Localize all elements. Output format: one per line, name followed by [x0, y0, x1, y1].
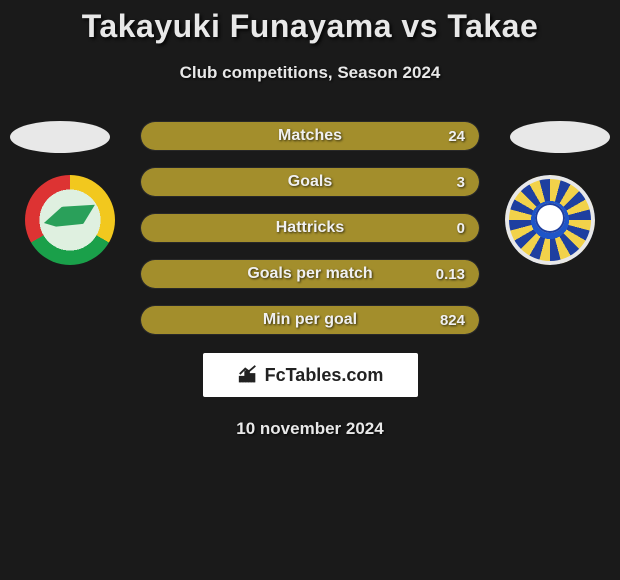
brand-badge: FcTables.com: [203, 353, 418, 397]
stat-row-label: Hattricks: [141, 214, 479, 242]
chart-icon: [237, 364, 259, 386]
stat-row-value: 3: [457, 168, 465, 196]
stat-row: Hattricks 0: [140, 213, 480, 243]
player2-club-badge: [505, 175, 595, 265]
stat-row: Goals per match 0.13: [140, 259, 480, 289]
comparison-title: Takayuki Funayama vs Takae: [0, 8, 620, 45]
stat-row: Matches 24: [140, 121, 480, 151]
player1-avatar-placeholder: [10, 121, 110, 153]
player2-avatar-placeholder: [510, 121, 610, 153]
stat-row-value: 824: [440, 306, 465, 334]
stat-row: Goals 3: [140, 167, 480, 197]
stat-row-label: Goals per match: [141, 260, 479, 288]
comparison-main: Matches 24 Goals 3 Hattricks 0 Goals per…: [0, 121, 620, 439]
stat-row-label: Min per goal: [141, 306, 479, 334]
snapshot-date: 10 november 2024: [0, 419, 620, 439]
stat-row: Min per goal 824: [140, 305, 480, 335]
stat-row-value: 0: [457, 214, 465, 242]
player1-club-badge: [25, 175, 115, 265]
stat-row-label: Matches: [141, 122, 479, 150]
comparison-subtitle: Club competitions, Season 2024: [0, 63, 620, 83]
stat-row-label: Goals: [141, 168, 479, 196]
brand-text: FcTables.com: [265, 365, 384, 386]
stat-rows: Matches 24 Goals 3 Hattricks 0 Goals per…: [140, 121, 480, 335]
stat-row-value: 0.13: [436, 260, 465, 288]
stat-row-value: 24: [448, 122, 465, 150]
